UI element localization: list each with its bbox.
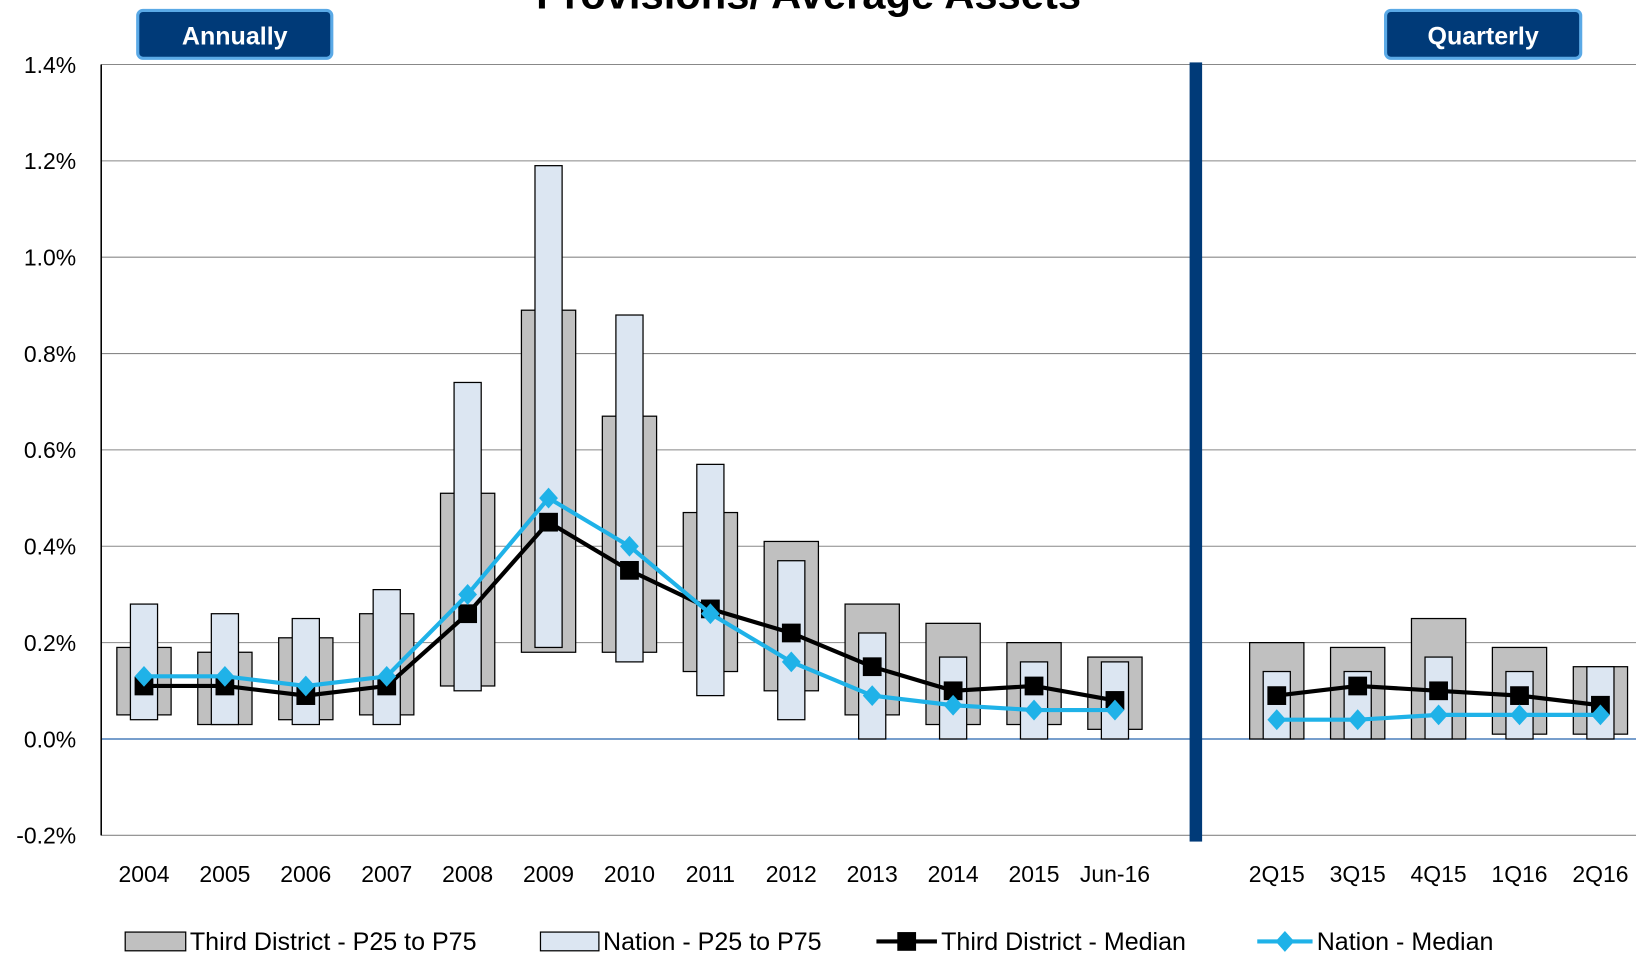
marker: [1348, 709, 1368, 731]
x-tick-label: 2012: [766, 861, 817, 887]
marker: [1267, 709, 1287, 731]
marker: [296, 675, 316, 697]
x-tick-label: 2014: [928, 861, 979, 887]
x-tick-label: 2013: [847, 861, 898, 887]
marker: [1024, 676, 1044, 696]
range-bar: [210, 613, 240, 726]
section-badge-label: Annually: [182, 23, 288, 51]
x-tick-label: 2015: [1009, 861, 1060, 887]
marker: [1429, 681, 1448, 701]
legend-label: Nation - Median: [1317, 928, 1494, 956]
x-tick-label: 1Q16: [1491, 861, 1547, 887]
y-tick-label: 0.0%: [24, 726, 76, 752]
marker: [377, 665, 397, 687]
section-badge-label: Quarterly: [1427, 23, 1538, 51]
x-tick-label: 2006: [280, 861, 331, 887]
marker: [620, 560, 639, 580]
x-tick-label: 2Q16: [1572, 861, 1628, 887]
x-tick-label: 3Q15: [1330, 861, 1386, 887]
range-bar: [696, 463, 725, 697]
range-bar: [453, 381, 482, 692]
range-bar: [129, 603, 159, 721]
marker: [1510, 704, 1529, 726]
y-tick-label: 1.2%: [24, 148, 76, 174]
x-tick-label: 2011: [686, 861, 735, 887]
y-tick-label: 0.4%: [24, 534, 76, 560]
section-divider: [1189, 62, 1203, 842]
y-tick-label: 1.4%: [24, 52, 76, 78]
marker: [1024, 699, 1044, 721]
marker: [134, 665, 154, 687]
x-tick-label: 2010: [604, 861, 655, 887]
range-bar: [534, 165, 563, 649]
marker: [943, 681, 963, 701]
marker: [781, 623, 801, 643]
range-bar: [372, 589, 401, 726]
chart-title: Provisions/ Average Assets: [536, 0, 1081, 17]
marker: [1348, 676, 1368, 696]
x-tick-label: 2008: [442, 861, 493, 887]
legend-label: Nation - P25 to P75: [603, 928, 822, 956]
y-tick-label: -0.2%: [16, 823, 76, 849]
x-tick-label: 2005: [199, 861, 250, 887]
marker: [781, 651, 801, 673]
marker: [1267, 686, 1287, 705]
range-bar: [615, 314, 644, 663]
x-tick-label: 4Q15: [1411, 861, 1467, 887]
marker: [862, 657, 882, 677]
marker: [539, 512, 558, 532]
x-tick-label: Jun-16: [1080, 861, 1150, 887]
x-tick-label: 2009: [523, 861, 574, 887]
marker: [1591, 704, 1610, 726]
x-tick-label: 2004: [118, 861, 169, 887]
marker: [897, 932, 917, 951]
section-badge: [1384, 8, 1583, 60]
x-tick-label: 2007: [361, 861, 412, 887]
y-tick-label: 0.2%: [24, 630, 76, 656]
y-tick-label: 1.0%: [24, 245, 76, 271]
legend-swatch: [539, 931, 600, 952]
y-tick-label: 0.8%: [24, 341, 76, 367]
x-tick-label: 2Q15: [1249, 861, 1305, 887]
y-tick-label: 0.6%: [24, 437, 76, 463]
marker: [1429, 704, 1448, 726]
section-badge: [136, 8, 334, 60]
legend-label: Third District - Median: [941, 928, 1186, 956]
legend-swatch: [124, 931, 187, 952]
marker: [215, 665, 235, 687]
range-bar: [291, 617, 321, 726]
marker: [1275, 931, 1295, 952]
marker: [1510, 686, 1529, 705]
legend-label: Third District - P25 to P75: [190, 928, 477, 956]
marker: [458, 604, 478, 624]
marker: [458, 584, 478, 605]
marker: [539, 487, 558, 509]
